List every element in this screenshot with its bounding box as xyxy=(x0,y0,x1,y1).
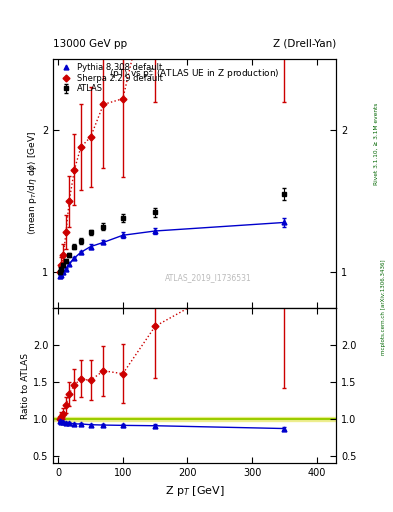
Pythia 8.308 default xyxy=(57,273,62,280)
X-axis label: Z p$_T$ [GeV]: Z p$_T$ [GeV] xyxy=(165,484,224,498)
Line: Pythia 8.308 default: Pythia 8.308 default xyxy=(57,220,287,279)
Sherpa 2.2.9 default xyxy=(79,144,83,150)
Bar xyxy=(53,417,336,421)
Sherpa 2.2.9 default xyxy=(121,96,125,102)
Pythia 8.308 default xyxy=(67,261,72,267)
Legend: Pythia 8.308 default, Sherpa 2.2.9 default, ATLAS: Pythia 8.308 default, Sherpa 2.2.9 defau… xyxy=(55,61,165,95)
Sherpa 2.2.9 default xyxy=(72,167,77,173)
Pythia 8.308 default xyxy=(72,255,77,261)
Sherpa 2.2.9 default xyxy=(67,198,72,204)
Pythia 8.308 default xyxy=(88,244,93,250)
Y-axis label: Ratio to ATLAS: Ratio to ATLAS xyxy=(21,353,30,419)
Sherpa 2.2.9 default xyxy=(88,134,93,140)
Sherpa 2.2.9 default xyxy=(64,229,68,236)
Pythia 8.308 default xyxy=(64,266,68,272)
Text: ATLAS_2019_I1736531: ATLAS_2019_I1736531 xyxy=(165,273,252,283)
Sherpa 2.2.9 default xyxy=(61,252,66,258)
Pythia 8.308 default xyxy=(59,272,64,278)
Sherpa 2.2.9 default xyxy=(101,101,106,108)
Pythia 8.308 default xyxy=(61,269,66,275)
Text: $\langle$pT$\rangle$ vs p$_T^Z$ (ATLAS UE in Z production): $\langle$pT$\rangle$ vs p$_T^Z$ (ATLAS U… xyxy=(109,67,280,81)
Text: Rivet 3.1.10, ≥ 3.1M events: Rivet 3.1.10, ≥ 3.1M events xyxy=(374,102,379,184)
Line: Sherpa 2.2.9 default: Sherpa 2.2.9 default xyxy=(57,0,287,274)
Sherpa 2.2.9 default xyxy=(57,269,62,275)
Text: mcplots.cern.ch [arXiv:1306.3436]: mcplots.cern.ch [arXiv:1306.3436] xyxy=(381,260,386,355)
Sherpa 2.2.9 default xyxy=(59,262,64,268)
Text: 13000 GeV pp: 13000 GeV pp xyxy=(53,38,127,49)
Pythia 8.308 default xyxy=(121,232,125,238)
Text: Z (Drell-Yan): Z (Drell-Yan) xyxy=(273,38,336,49)
Pythia 8.308 default xyxy=(153,228,158,234)
Pythia 8.308 default xyxy=(101,239,106,245)
Pythia 8.308 default xyxy=(282,219,286,225)
Pythia 8.308 default xyxy=(79,249,83,255)
Y-axis label: $\langle$mean p$_T$/d$\eta$ d$\phi\rangle$ [GeV]: $\langle$mean p$_T$/d$\eta$ d$\phi\rangl… xyxy=(26,131,39,236)
